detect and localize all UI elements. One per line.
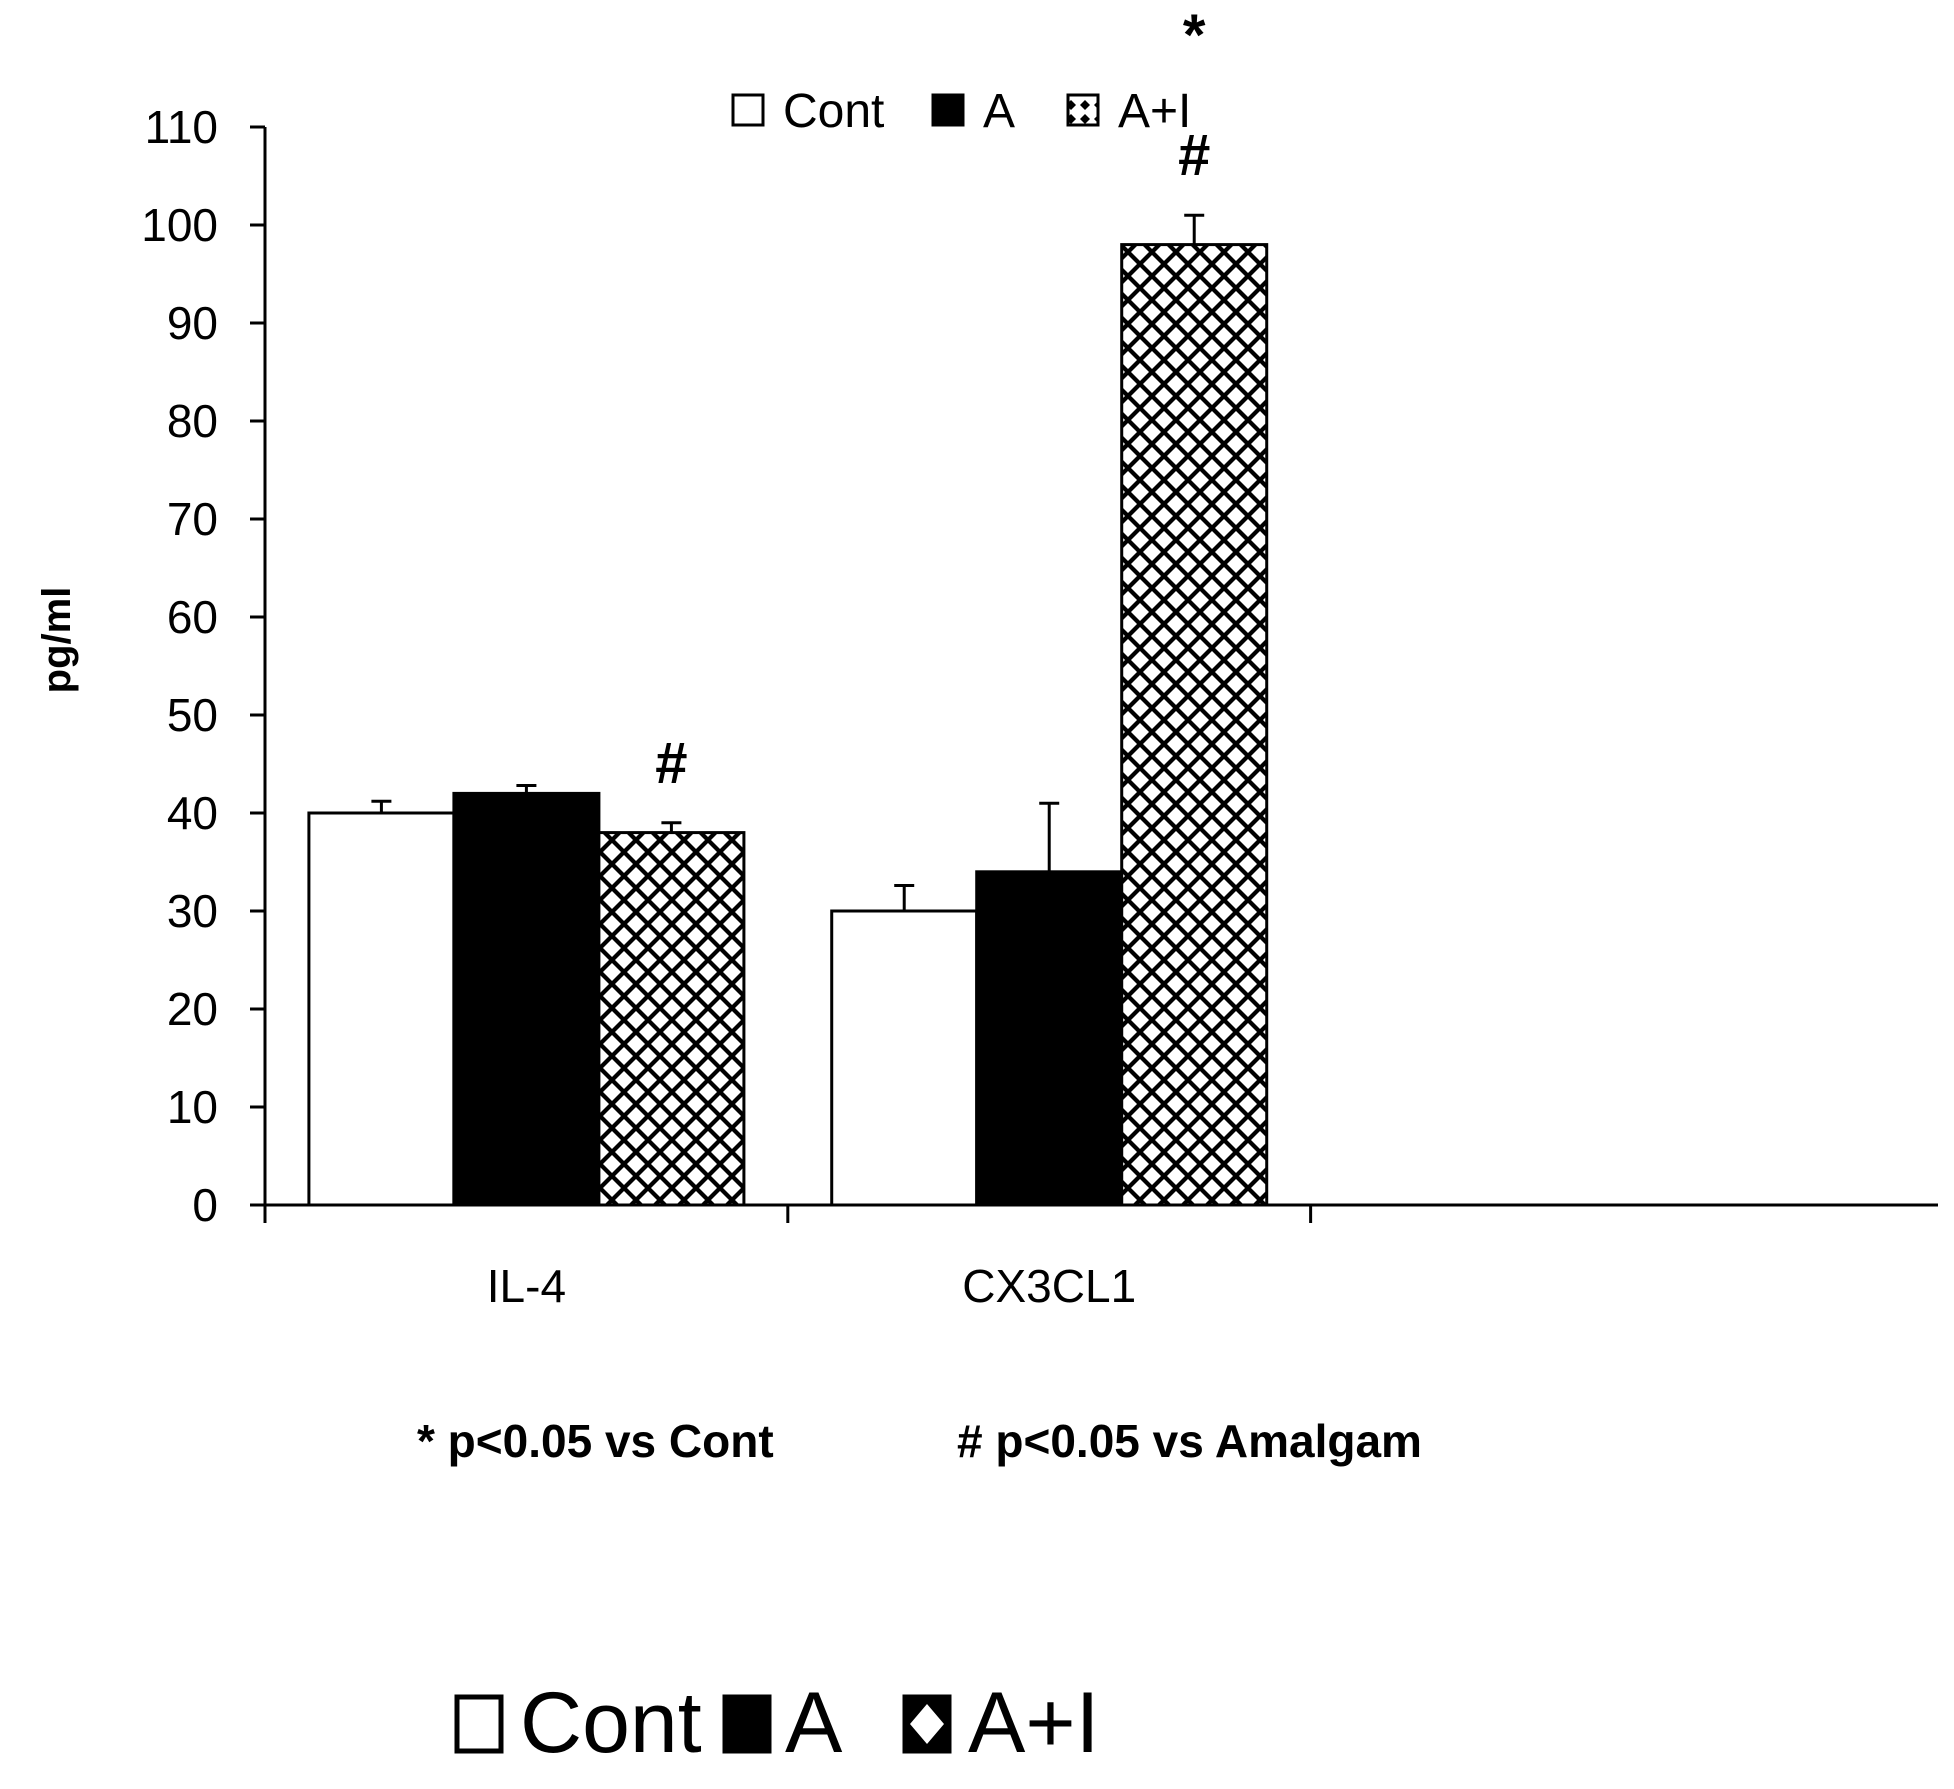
bar-cont-cx3cl1 [830, 909, 979, 1207]
legend-label-cont: Cont [783, 85, 884, 138]
legend-swatch-cont [731, 93, 765, 127]
bar-cont-il4 [307, 811, 456, 1207]
category-label: IL-4 [487, 1260, 566, 1312]
legend-bottom-item-cont[interactable]: Cont [454, 1675, 702, 1771]
y-tick-label: 20 [167, 983, 218, 1035]
legend-bottom-swatch-cont [454, 1694, 504, 1754]
legend-bottom-item-a[interactable]: A [722, 1675, 843, 1771]
legend-bottom-label-ai: A+I [968, 1675, 1099, 1771]
y-tick-label: 10 [167, 1081, 218, 1133]
legend-bottom-label-a: A [785, 1675, 843, 1771]
significance-hash: # [655, 731, 687, 796]
legend-item-a[interactable]: A [931, 85, 1015, 138]
legend-label-ai: A+I [1118, 85, 1191, 138]
bar-ai-il4 [597, 831, 746, 1207]
footnote-cont: * p<0.05 vs Cont [417, 1415, 774, 1467]
legend-swatch-ai [1066, 93, 1100, 127]
significance-asterisk: * [1183, 3, 1206, 68]
legend-bottom-label-cont: Cont [520, 1675, 702, 1771]
legend-bottom-swatch-a [722, 1694, 772, 1754]
y-tick-label: 30 [167, 885, 218, 937]
bar-a-cx3cl1 [975, 870, 1124, 1207]
legend-bottom: Cont A A+I [454, 1675, 1099, 1771]
y-tick-label: 110 [145, 101, 218, 153]
legend-item-ai[interactable]: A+I [1066, 85, 1191, 138]
bars [307, 243, 1269, 1207]
y-axis-label: pg/ml [35, 587, 79, 694]
error-bars [371, 213, 1205, 911]
y-tick-label: 80 [167, 395, 218, 447]
legend-swatch-a [931, 93, 965, 127]
y-tick-label: 0 [192, 1179, 218, 1231]
y-tick-label: 100 [141, 199, 218, 251]
bar-a-il4 [452, 791, 601, 1207]
legend: Cont A A+I [731, 85, 1191, 138]
legend-label-a: A [983, 85, 1015, 138]
significance-marks: * # # [655, 3, 1210, 796]
bar-ai-cx3cl1 [1120, 243, 1269, 1207]
legend-bottom-swatch-ai-diamond [910, 1704, 944, 1744]
y-ticks: 0 10 20 30 40 50 60 70 80 90 100 110 [141, 101, 265, 1231]
y-tick-label: 50 [167, 689, 218, 741]
y-tick-label: 40 [167, 787, 218, 839]
footnote-amalgam: # p<0.05 vs Amalgam [957, 1415, 1422, 1467]
legend-item-cont[interactable]: Cont [731, 85, 884, 138]
significance-hash: # [1178, 123, 1210, 188]
x-ticks [263, 1205, 1313, 1223]
legend-bottom-item-ai[interactable]: A+I [902, 1675, 1099, 1771]
category-label: CX3CL1 [962, 1260, 1136, 1312]
category-labels: IL-4 CX3CL1 [487, 1260, 1136, 1312]
y-tick-label: 70 [167, 493, 218, 545]
y-tick-label: 60 [167, 591, 218, 643]
y-tick-label: 90 [167, 297, 218, 349]
